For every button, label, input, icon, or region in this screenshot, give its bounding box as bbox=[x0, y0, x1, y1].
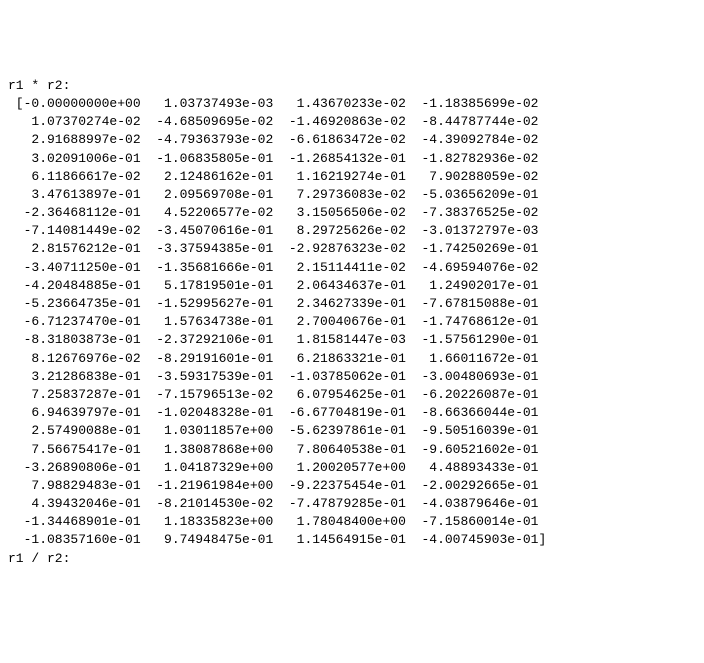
output-row: 7.98829483e-01 -1.21961984e+00 -9.223754… bbox=[8, 477, 696, 495]
output-row: -3.40711250e-01 -1.35681666e-01 2.151144… bbox=[8, 259, 696, 277]
output-row: -7.14081449e-02 -3.45070616e-01 8.297256… bbox=[8, 222, 696, 240]
output-row: 7.25837287e-01 -7.15796513e-02 6.0795462… bbox=[8, 386, 696, 404]
output-row: 6.94639797e-01 -1.02048328e-01 -6.677048… bbox=[8, 404, 696, 422]
output-row: 1.07370274e-02 -4.68509695e-02 -1.469208… bbox=[8, 113, 696, 131]
output-row: 4.39432046e-01 -8.21014530e-02 -7.478792… bbox=[8, 495, 696, 513]
output-row: -8.31803873e-01 -2.37292106e-01 1.815814… bbox=[8, 331, 696, 349]
output-row: 8.12676976e-02 -8.29191601e-01 6.2186332… bbox=[8, 350, 696, 368]
output-row: 3.47613897e-01 2.09569708e-01 7.29736083… bbox=[8, 186, 696, 204]
output-row: 2.57490088e-01 1.03011857e+00 -5.6239786… bbox=[8, 422, 696, 440]
output-row: -6.71237470e-01 1.57634738e-01 2.7004067… bbox=[8, 313, 696, 331]
output-footer: r1 / r2: bbox=[8, 550, 696, 568]
output-row: 3.21286838e-01 -3.59317539e-01 -1.037850… bbox=[8, 368, 696, 386]
output-row: 2.81576212e-01 -3.37594385e-01 -2.928763… bbox=[8, 240, 696, 258]
output-header: r1 * r2: bbox=[8, 77, 696, 95]
output-row: -3.26890806e-01 1.04187329e+00 1.2002057… bbox=[8, 459, 696, 477]
output-row: -1.34468901e-01 1.18335823e+00 1.7804840… bbox=[8, 513, 696, 531]
output-row: 2.91688997e-02 -4.79363793e-02 -6.618634… bbox=[8, 131, 696, 149]
output-row: 7.56675417e-01 1.38087868e+00 7.80640538… bbox=[8, 441, 696, 459]
output-row: -2.36468112e-01 4.52206577e-02 3.1505650… bbox=[8, 204, 696, 222]
output-row: 3.02091006e-01 -1.06835805e-01 -1.268541… bbox=[8, 150, 696, 168]
console-output: r1 * r2: [-0.00000000e+00 1.03737493e-03… bbox=[8, 77, 696, 568]
output-row: -5.23664735e-01 -1.52995627e-01 2.346273… bbox=[8, 295, 696, 313]
output-row: -1.08357160e-01 9.74948475e-01 1.1456491… bbox=[8, 531, 696, 549]
output-row: -4.20484885e-01 5.17819501e-01 2.0643463… bbox=[8, 277, 696, 295]
output-row: 6.11866617e-02 2.12486162e-01 1.16219274… bbox=[8, 168, 696, 186]
output-row: [-0.00000000e+00 1.03737493e-03 1.436702… bbox=[8, 95, 696, 113]
